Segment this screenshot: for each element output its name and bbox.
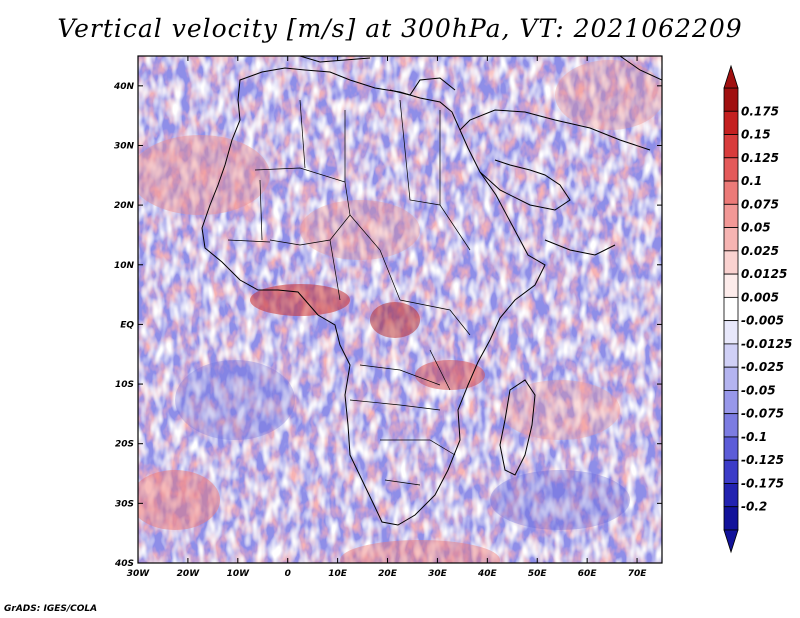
country-borders [227,99,471,486]
x-tick-label: 20E [378,569,398,579]
colorbar-swatch [723,203,739,228]
colorbar: 0.175 0.15 0.125 0.1 0.075 0.05 0.025 0.0125 0.0… [723,64,792,554]
y-tick-label: 20N [114,201,135,211]
colorbar-swatch [723,320,739,345]
colorbar-label: 0.15 [741,128,771,142]
colorbar-swatch [723,250,739,275]
x-tick-label: 50E [528,569,548,579]
colorbar-arrow-top [723,64,739,89]
y-tick-label: EQ [120,320,134,330]
map-title: Vertical velocity [m/s] at 300hPa, VT: 2… [57,14,743,43]
velocity-field [138,56,662,563]
x-tick-label: 10E [328,569,348,579]
colorbar-swatch [723,483,739,508]
x-tick-label: 30E [428,569,448,579]
x-tick-label: 60E [578,569,598,579]
y-tick-label: 30S [115,499,134,509]
grads-credit: GrADS: IGES/COLA [4,604,98,614]
colorbar-label: -0.175 [741,476,784,490]
colorbar-arrow-bottom [723,529,739,554]
x-tick-label: 30W [127,569,151,579]
map-frame [137,55,663,564]
colorbar-label: 0.005 [741,290,779,304]
colorbar-label: -0.2 [741,500,767,514]
colorbar-label: 0.075 [741,197,779,211]
colorbar-label: -0.05 [741,383,776,397]
colorbar-label: 0.1 [741,174,762,188]
colorbar-swatch [723,134,739,159]
colorbar-swatch [723,413,739,438]
colorbar-label: 0.025 [741,244,779,258]
colorbar-label: -0.005 [741,314,784,328]
colorbar-label: -0.125 [741,453,784,467]
colorbar-label: 0.0125 [741,267,787,281]
x-tick-label: 40E [477,569,498,579]
colorbar-swatch [723,459,739,484]
colorbar-swatch [723,110,739,135]
y-tick-label: 10S [115,380,134,390]
y-tick-label: 10N [114,261,135,271]
colorbar-label: -0.0125 [741,337,792,351]
colorbar-label: -0.075 [741,407,784,421]
colorbar-swatch [723,436,739,461]
colorbar-swatch [723,506,739,531]
colorbar-swatch [723,366,739,391]
colorbar-swatch [723,157,739,182]
x-tick-label: 0 [285,569,291,579]
colorbar-swatch [723,296,739,322]
colorbar-swatch [723,273,739,298]
y-tick-label: 20S [115,440,134,450]
y-tick-label: 30N [114,141,135,151]
colorbar-swatch [723,343,739,368]
colorbar-label: 0.125 [741,151,779,165]
colorbar-label: 0.05 [741,221,771,235]
colorbar-label: -0.025 [741,360,784,374]
colorbar-swatch [723,180,739,205]
colorbar-swatch [723,87,739,112]
colorbar-swatch [723,227,739,252]
colorbar-label: -0.1 [741,430,767,444]
y-tick-label: 40S [114,559,134,569]
x-tick-label: 70E [628,569,648,579]
x-tick-label: 20W [177,569,201,579]
y-tick-label: 40N [113,82,135,92]
y-axis: 40N 30N 20N 10N EQ 10S 20S 30S 40S [113,82,662,569]
colorbar-label: 0.175 [741,104,779,118]
x-axis: 30W 20W 10W 0 10E 20E 30E 40E 50E 60E 70E [127,56,647,579]
coastlines [201,56,662,526]
colorbar-swatch [723,390,739,415]
x-tick-label: 10W [227,569,251,579]
